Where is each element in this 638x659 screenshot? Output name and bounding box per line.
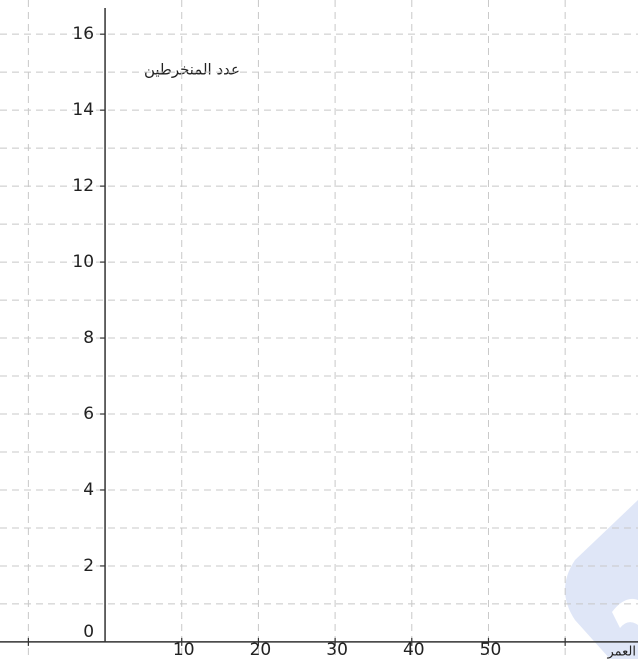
y-tick-label: 8: [83, 328, 94, 348]
x-tick-label: 40: [403, 640, 425, 659]
y-tick-label: 4: [83, 480, 94, 500]
y-tick-label: 6: [83, 404, 94, 424]
x-tick-label: 50: [480, 640, 502, 659]
watermark: [565, 500, 638, 659]
y-tick-label: 0: [83, 622, 94, 642]
y-tick-label: 2: [83, 556, 94, 576]
y-tick-label: 12: [72, 176, 94, 196]
x-axis-title: العمر: [606, 645, 636, 659]
x-tick-label: 30: [326, 640, 348, 659]
y-tick-label: 10: [72, 252, 94, 272]
y-axis-title: عدد المنخرطين: [144, 61, 240, 79]
x-tick-label: 20: [250, 640, 272, 659]
x-tick-label: 10: [173, 640, 195, 659]
y-tick-label: 14: [72, 100, 94, 120]
y-tick-label: 16: [72, 24, 94, 44]
